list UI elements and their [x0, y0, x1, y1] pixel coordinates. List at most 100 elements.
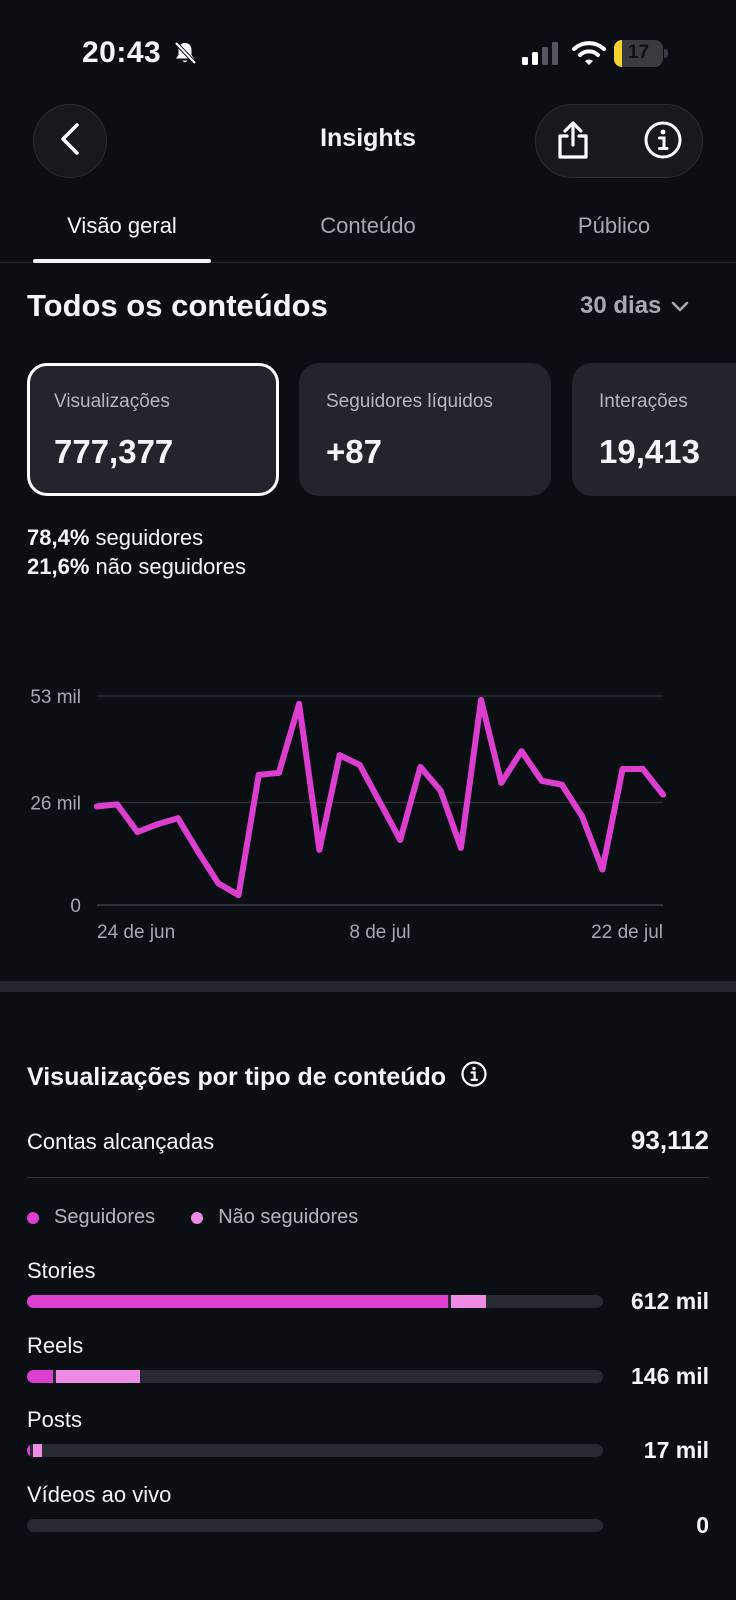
tab-content[interactable]: Conteúdo [320, 213, 416, 238]
legend-label: Não seguidores [218, 1206, 359, 1228]
data-point [558, 781, 565, 788]
legend-dot [191, 1211, 204, 1224]
metric-card-interactions[interactable]: Interações 19,413 [572, 363, 736, 496]
data-point [579, 813, 586, 820]
info-icon [643, 120, 683, 165]
status-bar: 20:43 17 [0, 0, 736, 100]
content-row-posts: Posts 17 mil [27, 1407, 709, 1477]
metric-label: Visualizações [54, 391, 170, 412]
content-type-title: Visualizações por tipo de conteúdo [27, 1060, 488, 1095]
period-label: 30 dias [580, 292, 662, 319]
wifi-icon [572, 40, 606, 66]
data-point [316, 846, 323, 853]
info-button[interactable] [638, 117, 688, 167]
page-title: Insights [320, 124, 416, 152]
content-type-heading: Visualizações por tipo de conteúdo [27, 1063, 447, 1091]
data-point [174, 815, 181, 822]
metric-card-views[interactable]: Visualizações 777,377 [27, 363, 279, 496]
content-type-value: 612 mil [631, 1288, 709, 1314]
legend-item-followers: Seguidores [27, 1206, 155, 1229]
followers-pct: 78,4% [27, 525, 90, 550]
content-type-value: 17 mil [643, 1437, 709, 1463]
data-point [417, 763, 424, 770]
data-point [154, 821, 161, 828]
data-point [195, 848, 202, 855]
data-point [336, 752, 343, 759]
section-divider [0, 981, 736, 992]
metric-label: Interações [599, 391, 688, 412]
bar-track [27, 1444, 603, 1457]
metric-value: 19,413 [599, 433, 700, 470]
battery-charging-icon: 17 [614, 40, 668, 67]
accounts-reached-label: Contas alcançadas [27, 1129, 215, 1154]
data-point [275, 769, 282, 776]
bar-segment-non-followers [33, 1444, 43, 1457]
share-icon [555, 120, 591, 165]
series-line-views [94, 696, 666, 899]
content-type-value: 0 [696, 1512, 709, 1538]
y-tick-label: 0 [70, 896, 81, 917]
content-type-label: Vídeos ao vivo [27, 1482, 172, 1507]
header-actions [535, 104, 703, 178]
followers-share: 78,4% seguidores [27, 523, 246, 552]
x-tick-label: 8 de jul [349, 922, 410, 943]
bell-slash-icon [172, 40, 198, 66]
non-followers-share: 21,6% não seguidores [27, 552, 246, 581]
nav-header: Insights [0, 102, 736, 178]
data-point [437, 787, 444, 794]
legend-item-non-followers: Não seguidores [191, 1206, 358, 1229]
info-icon[interactable] [460, 1060, 488, 1095]
y-tick-label: 26 mil [30, 793, 81, 814]
accounts-reached-value: 93,112 [630, 1125, 709, 1155]
tab-bar: Visão geral Conteúdo Público [0, 205, 736, 263]
chevron-left-icon [59, 122, 81, 161]
data-point [498, 779, 505, 786]
tab-overview[interactable]: Visão geral [67, 213, 177, 238]
data-point [235, 892, 242, 899]
data-point [94, 803, 100, 810]
content-row-live-videos: Vídeos ao vivo 0 [27, 1482, 709, 1552]
content-type-value: 146 mil [631, 1363, 709, 1389]
data-point [660, 791, 666, 798]
cellular-signal-icon [521, 42, 561, 66]
legend-label: Seguidores [54, 1206, 156, 1228]
period-selector[interactable]: 30 dias [580, 292, 689, 320]
section-title: Todos os conteúdos [27, 288, 328, 323]
x-tick-label: 24 de jun [97, 922, 175, 943]
chevron-down-icon [671, 292, 689, 320]
accounts-reached-row: Contas alcançadas 93,112 [27, 1125, 709, 1178]
data-point [114, 801, 121, 808]
non-followers-text: não seguidores [95, 554, 246, 579]
tab-audience[interactable]: Público [577, 213, 651, 238]
chart-legend: Seguidores Não seguidores [27, 1206, 394, 1229]
audience-breakdown: 78,4% seguidores 21,6% não seguidores [27, 523, 246, 581]
data-point [356, 762, 363, 769]
content-type-label: Stories [27, 1258, 96, 1283]
content-type-label: Posts [27, 1407, 83, 1432]
status-time: 20:43 [82, 36, 162, 69]
bar-segment-followers [27, 1370, 53, 1383]
content-row-reels: Reels 146 mil [27, 1333, 709, 1403]
data-point [518, 748, 525, 755]
back-button[interactable] [33, 104, 107, 178]
y-tick-label: 53 mil [30, 687, 81, 708]
content-type-label: Reels [27, 1333, 84, 1358]
active-tab-indicator [33, 259, 211, 263]
metric-label: Seguidores líquidos [326, 391, 493, 412]
data-point [397, 836, 404, 843]
data-point [255, 771, 262, 778]
data-point [538, 777, 545, 784]
bar-segment-non-followers [55, 1370, 140, 1383]
share-button[interactable] [548, 117, 598, 167]
data-point [215, 880, 222, 887]
data-point [639, 765, 646, 772]
metric-value: +87 [326, 433, 382, 470]
followers-text: seguidores [95, 525, 204, 550]
data-point [619, 765, 626, 772]
legend-dot [27, 1211, 39, 1224]
bar-track [27, 1295, 603, 1308]
x-tick-label: 22 de jul [591, 922, 663, 943]
metric-card-net-followers[interactable]: Seguidores líquidos +87 [299, 363, 551, 496]
non-followers-pct: 21,6% [27, 554, 90, 579]
data-point [377, 799, 383, 806]
